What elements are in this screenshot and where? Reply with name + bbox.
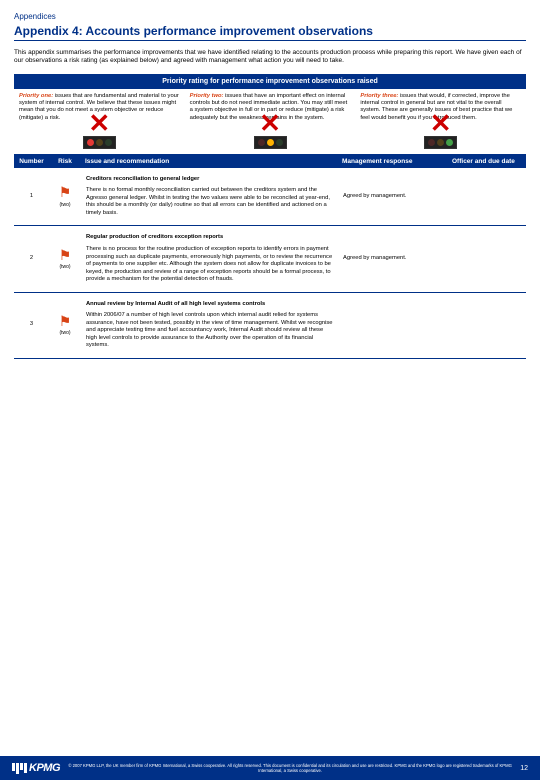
- issue-cell: Regular production of creditors exceptio…: [81, 226, 338, 292]
- officer-cell: [448, 168, 526, 226]
- cross-icon: ✕: [430, 117, 452, 130]
- table-row: 1 ⚑(two) Creditors reconciliation to gen…: [14, 168, 526, 226]
- priority-two: Priority two: issues that have an import…: [185, 89, 356, 154]
- response-cell: [338, 292, 448, 358]
- breadcrumb: Appendices: [14, 12, 526, 21]
- table-row: 3 ⚑(two) Annual review by Internal Audit…: [14, 292, 526, 358]
- col-response: Management response: [338, 155, 448, 168]
- risk-cell: ⚑(two): [49, 226, 81, 292]
- col-officer: Officer and due date: [448, 155, 526, 168]
- priority-label: Priority one:: [19, 93, 53, 99]
- response-cell: Agreed by management.: [338, 168, 448, 226]
- cross-icon: ✕: [259, 117, 281, 130]
- col-number: Number: [14, 155, 49, 168]
- cross-icon: ✕: [88, 117, 110, 130]
- flag-icon: ⚑: [59, 248, 72, 262]
- row-number: 2: [14, 226, 49, 292]
- kpmg-logo: KPMG: [12, 762, 60, 774]
- officer-cell: [448, 226, 526, 292]
- officer-cell: [448, 292, 526, 358]
- response-cell: Agreed by management.: [338, 226, 448, 292]
- issue-cell: Annual review by Internal Audit of all h…: [81, 292, 338, 358]
- footer: KPMG © 2007 KPMG LLP, the UK member firm…: [0, 756, 540, 780]
- priority-label: Priority two:: [190, 93, 224, 99]
- flag-icon: ⚑: [59, 314, 72, 328]
- issue-cell: Creditors reconciliation to general ledg…: [81, 168, 338, 226]
- priority-three: Priority three: issues that would, if co…: [355, 89, 526, 154]
- risk-cell: ⚑(two): [49, 292, 81, 358]
- table-row: 2 ⚑(two) Regular production of creditors…: [14, 226, 526, 292]
- row-number: 1: [14, 168, 49, 226]
- risk-cell: ⚑(two): [49, 168, 81, 226]
- priority-row: Priority one: issues that are fundamenta…: [14, 89, 526, 155]
- col-risk: Risk: [49, 155, 81, 168]
- page-title: Appendix 4: Accounts performance improve…: [14, 24, 526, 41]
- col-issue: Issue and recommendation: [81, 155, 338, 168]
- intro-text: This appendix summarises the performance…: [14, 49, 526, 66]
- footer-text: © 2007 KPMG LLP, the UK member firm of K…: [60, 763, 520, 773]
- priority-one: Priority one: issues that are fundamenta…: [14, 89, 185, 154]
- flag-icon: ⚑: [59, 185, 72, 199]
- priority-label: Priority three:: [360, 93, 398, 99]
- priority-header: Priority rating for performance improvem…: [14, 74, 526, 89]
- page-number: 12: [520, 765, 528, 772]
- row-number: 3: [14, 292, 49, 358]
- observations-table: Number Risk Issue and recommendation Man…: [14, 155, 526, 359]
